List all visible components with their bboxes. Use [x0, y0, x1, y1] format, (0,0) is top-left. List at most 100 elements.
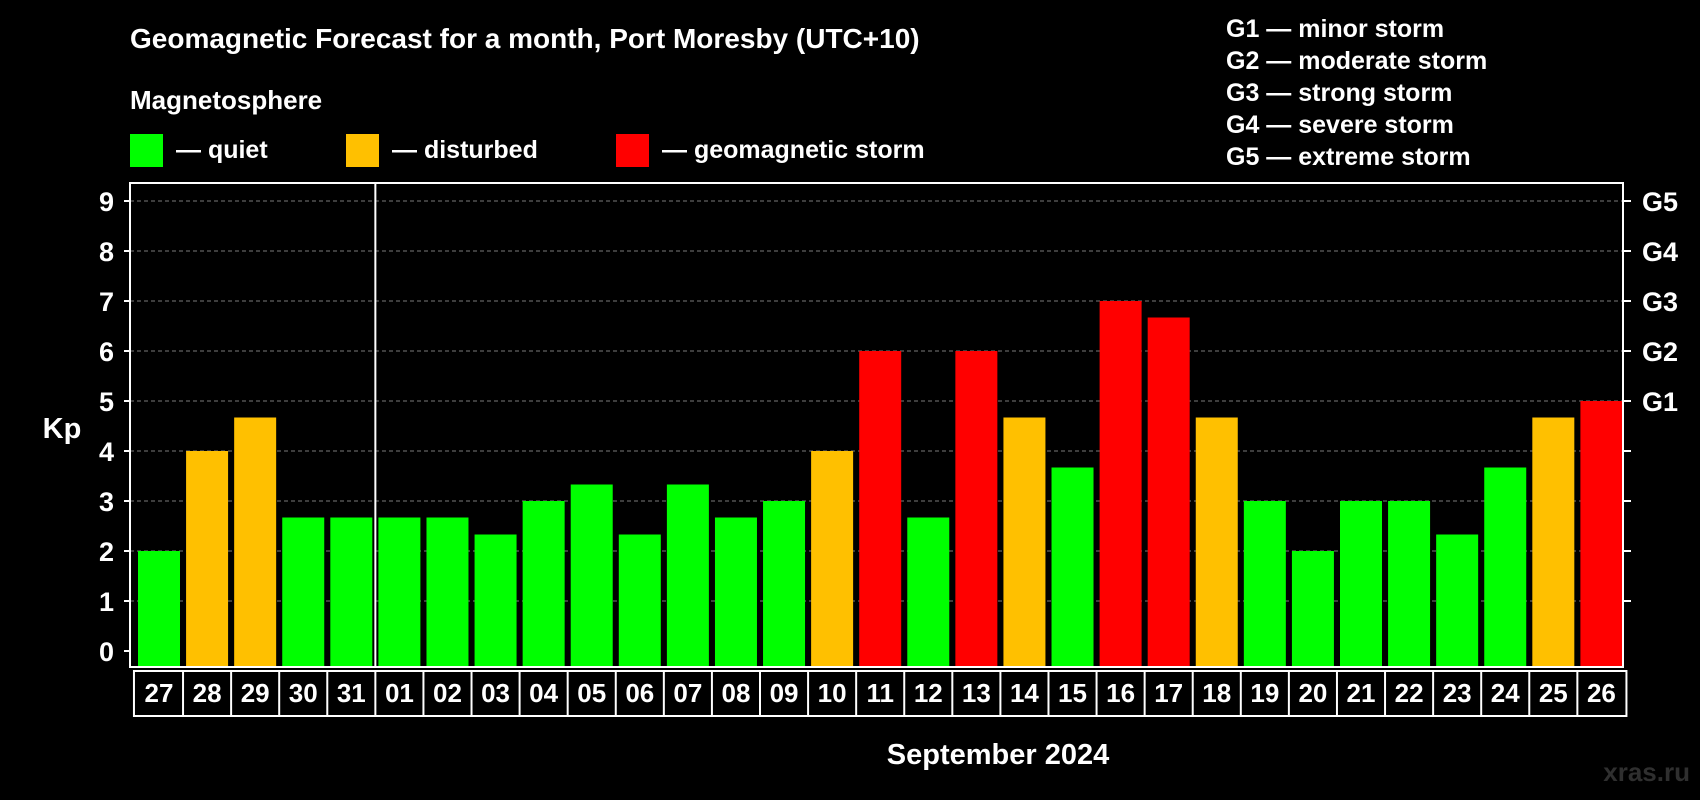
- x-tick-label-18: 18: [1202, 678, 1231, 708]
- x-tick-label-02: 02: [433, 678, 462, 708]
- bar-21: [1340, 501, 1382, 667]
- x-tick-label-16: 16: [1106, 678, 1135, 708]
- y-tick-label-5: 5: [99, 387, 114, 417]
- bar-19: [1243, 501, 1286, 667]
- x-tick-label-07: 07: [673, 678, 702, 708]
- y-tick-label-0: 0: [99, 637, 114, 667]
- x-tick-label-01: 01: [385, 678, 414, 708]
- y-tick-label-6: 6: [99, 337, 114, 367]
- y-tick-label-2: 2: [99, 537, 114, 567]
- y-axis-ticks: 0 1 2 3 4 5 6 7 8 9: [99, 187, 130, 667]
- x-tick-label-12: 12: [914, 678, 943, 708]
- x-tick-label-20: 20: [1298, 678, 1327, 708]
- bar-03: [474, 534, 517, 667]
- bar-13: [955, 351, 998, 667]
- y-axis-label: Kp: [43, 413, 82, 445]
- legend-label-disturbed: — disturbed: [392, 136, 538, 164]
- x-tick-label-04: 04: [529, 678, 558, 708]
- legend-swatch-storm: [616, 134, 649, 167]
- level-legend: — quiet — disturbed — geomagnetic storm: [130, 134, 925, 167]
- x-tick-label-08: 08: [721, 678, 750, 708]
- storm-legend-g2: G2 — moderate storm: [1226, 47, 1487, 75]
- bar-09: [763, 501, 806, 667]
- x-tick-label-21: 21: [1347, 678, 1376, 708]
- y-tick-label-8: 8: [99, 237, 114, 267]
- bar-23: [1436, 534, 1479, 667]
- bar-30: [282, 517, 325, 667]
- bar-29: [234, 417, 277, 667]
- x-tick-label-22: 22: [1395, 678, 1424, 708]
- storm-legend-g1: G1 — minor storm: [1226, 15, 1444, 43]
- x-tick-label-30: 30: [289, 678, 318, 708]
- g-scale-label-g2: G2: [1642, 337, 1678, 367]
- chart-title: Geomagnetic Forecast for a month, Port M…: [130, 23, 920, 54]
- x-tick-label-19: 19: [1250, 678, 1279, 708]
- bar-15: [1051, 467, 1094, 667]
- bar-14: [1003, 417, 1046, 667]
- bar-04: [522, 501, 565, 667]
- storm-legend-g4: G4 — severe storm: [1226, 111, 1454, 139]
- bar-02: [426, 517, 469, 667]
- x-tick-label-15: 15: [1058, 678, 1087, 708]
- bar-20: [1291, 551, 1334, 667]
- legend-label-quiet: — quiet: [176, 136, 268, 164]
- bar-10: [811, 451, 854, 667]
- x-tick-label-11: 11: [866, 678, 894, 708]
- bar-22: [1388, 501, 1431, 667]
- bar-27: [138, 551, 180, 667]
- storm-scale-legend: G1 — minor storm G2 — moderate storm G3 …: [1226, 15, 1487, 171]
- plot-frame: [129, 182, 1624, 668]
- bar-24: [1484, 467, 1527, 667]
- magnetosphere-heading: Magnetosphere: [130, 85, 322, 115]
- x-tick-label-23: 23: [1443, 678, 1472, 708]
- x-tick-label-26: 26: [1587, 678, 1616, 708]
- x-tick-label-14: 14: [1010, 678, 1039, 708]
- x-tick-label-27: 27: [145, 678, 174, 708]
- x-tick-label-05: 05: [577, 678, 606, 708]
- bar-16: [1099, 301, 1142, 667]
- x-tick-label-17: 17: [1154, 678, 1183, 708]
- bar-18: [1195, 417, 1238, 667]
- bar-26: [1580, 401, 1623, 667]
- bar-31: [330, 517, 373, 667]
- x-tick-label-10: 10: [818, 678, 847, 708]
- x-tick-label-24: 24: [1491, 678, 1520, 708]
- x-tick-label-25: 25: [1539, 678, 1568, 708]
- legend-label-storm: — geomagnetic storm: [662, 136, 925, 164]
- bar-08: [714, 517, 757, 667]
- bar-series: [138, 301, 1623, 667]
- bar-25: [1532, 417, 1575, 667]
- y-tick-label-3: 3: [99, 487, 114, 517]
- bar-11: [859, 351, 902, 667]
- bar-12: [907, 517, 950, 667]
- x-tick-label-31: 31: [337, 678, 366, 708]
- legend-swatch-disturbed: [346, 134, 379, 167]
- g-scale-label-g1: G1: [1642, 387, 1678, 417]
- x-tick-label-29: 29: [241, 678, 270, 708]
- x-tick-label-03: 03: [481, 678, 510, 708]
- y-tick-label-4: 4: [99, 437, 114, 467]
- bar-17: [1147, 317, 1190, 667]
- x-tick-label-06: 06: [625, 678, 654, 708]
- date-strip-frame: [132, 670, 1628, 717]
- bar-06: [618, 534, 661, 667]
- x-tick-label-09: 09: [770, 678, 799, 708]
- g-scale-axis: G1 G2 G3 G4 G5: [1623, 187, 1678, 602]
- y-tick-label-9: 9: [99, 187, 114, 217]
- watermark: xras.ru: [1603, 757, 1690, 787]
- bar-05: [570, 484, 613, 667]
- x-tick-label-28: 28: [193, 678, 222, 708]
- bar-01: [378, 517, 421, 667]
- y-tick-label-7: 7: [99, 287, 114, 317]
- storm-legend-g3: G3 — strong storm: [1226, 79, 1452, 107]
- g-scale-label-g5: G5: [1642, 187, 1678, 217]
- legend-swatch-quiet: [130, 134, 163, 167]
- g-scale-label-g3: G3: [1642, 287, 1678, 317]
- y-tick-label-1: 1: [99, 587, 114, 617]
- bar-07: [666, 484, 709, 667]
- bar-28: [186, 451, 229, 667]
- x-tick-label-13: 13: [962, 678, 991, 708]
- x-axis-label: September 2024: [887, 739, 1109, 771]
- storm-legend-g5: G5 — extreme storm: [1226, 143, 1471, 171]
